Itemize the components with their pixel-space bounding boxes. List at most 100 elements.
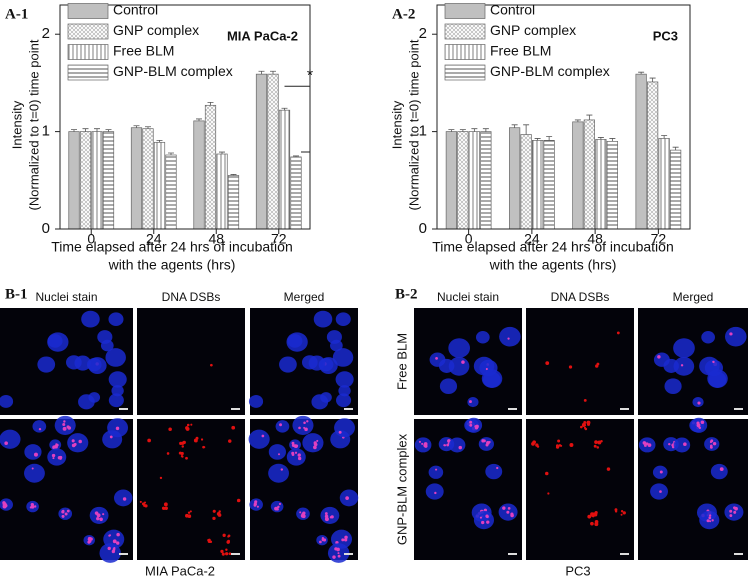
dsb-focus [329,516,333,519]
legend-label: Free BLM [490,43,551,59]
y-tick-label: 2 [419,25,427,42]
dsb-focus [709,520,712,523]
dsb-focus [344,535,348,540]
dsb-focus [486,520,490,524]
dsb-focus [443,444,447,447]
legend-label: Free BLM [113,43,174,59]
column-header: Nuclei stain [437,290,499,304]
dsb-focus [220,549,224,554]
column-header: Nuclei stain [35,290,97,304]
dsb-focus [709,440,713,444]
error-bar [196,118,202,121]
dsb-focus [435,468,438,471]
dsb-focus [228,552,232,556]
dsb-focus [62,422,66,426]
dsb-focus [280,468,284,471]
dsb-focus [344,538,348,542]
dsb-focus [536,445,540,448]
nucleus [475,331,490,344]
nucleus [67,433,89,453]
dsb-focus [482,439,486,443]
dsb-focus [297,456,302,461]
bar [468,131,480,230]
dsb-focus [181,455,184,458]
dsb-focus [116,532,120,537]
x-axis-label: Time elapsed after 24 hrs of incubation [51,239,293,255]
dsb-focus [61,514,65,518]
dsb-focus [324,517,329,522]
dsb-focus [222,533,226,537]
dsb-focus [228,439,232,443]
nucleus [302,433,324,453]
dsb-focus [187,511,191,514]
error-bar [523,124,530,135]
scale-bar [620,408,629,410]
nucleus [78,394,95,410]
nucleus [308,355,326,371]
legend-label: GNP-BLM complex [113,63,233,79]
x-axis-label: with the agents (hrs) [489,257,617,273]
dsb-focus [195,436,199,440]
nucleus [664,378,682,394]
panel-label: B-2 [395,286,418,302]
dsb-focus [659,490,662,493]
nucleus [24,444,42,460]
legend-swatch [444,23,486,40]
dsb-focus [418,440,421,443]
dsb-focus [78,439,82,444]
dsb-focus [336,547,340,552]
dsb-focus [729,514,733,517]
dsb-focus [278,502,282,506]
error-bar [168,152,174,155]
dsb-focus [590,521,594,526]
nucleus [292,415,314,435]
dsb-focus [38,427,42,431]
dsb-focus [545,361,550,365]
dsb-focus [614,510,618,513]
error-bar [534,138,541,141]
dsb-focus [185,427,190,431]
panel-label: A-1 [5,6,28,22]
dsb-focus [485,367,488,371]
error-bar [511,124,518,128]
dsb-focus [711,519,714,522]
bar [583,119,595,230]
bar [130,127,143,230]
error-bar [82,128,89,132]
dsb-focus [31,467,34,470]
dsb-focus [51,453,56,458]
dsb-focus [190,423,193,426]
cell-line-label: MIA PaCa-2 [145,563,215,578]
legend-label: Control [490,2,535,18]
dsb-focus [593,512,598,517]
dsb-focus [332,555,336,559]
error-bar [270,70,276,75]
dsb-focus [109,534,112,537]
dsb-focus [179,441,183,445]
nucleus [428,465,444,479]
dsb-focus [304,427,308,432]
dsb-focus [208,540,212,543]
dsb-focus [61,509,65,513]
scale-bar [508,408,517,410]
panel-label: B-1 [5,286,28,302]
dsb-focus [700,420,705,425]
dsb-focus [345,496,349,500]
dsb-focus [647,443,652,448]
row-label: Free BLM [394,333,409,390]
dsb-focus [475,424,479,429]
nucleus [99,543,121,563]
dsb-focus [122,497,127,501]
dsb-focus [341,538,345,542]
dsb-focus [227,539,230,543]
scale-bar [119,553,128,555]
nucleus [335,371,354,388]
dsb-focus [107,546,111,551]
legend-label: GNP complex [113,22,199,38]
nucleus [448,338,471,358]
dsb-focus [313,445,317,450]
nucleus [339,489,359,507]
dsb-focus [337,552,340,555]
annotation: PC3 [653,28,678,43]
x-tick-label: 72 [651,231,667,247]
